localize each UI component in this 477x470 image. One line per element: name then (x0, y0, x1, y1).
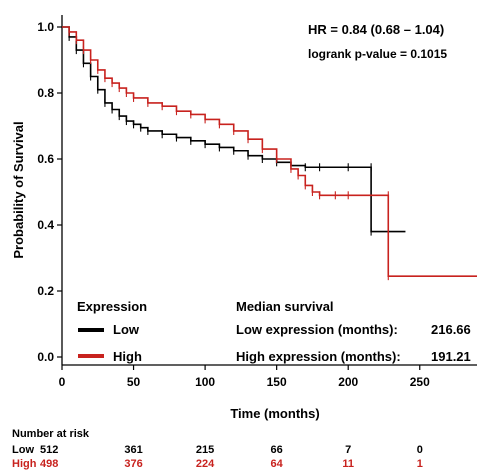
x-tick-label: 100 (195, 375, 215, 389)
risk-value-low: 215 (196, 444, 214, 456)
risk-value-low: 361 (124, 444, 142, 456)
legend-title: Expression (77, 299, 147, 314)
median-high-value: 191.21 (431, 349, 471, 364)
y-tick-label: 1.0 (37, 20, 54, 34)
risk-value-low: 7 (345, 444, 351, 456)
risk-value-low: 0 (417, 444, 423, 456)
axes: 0.0 0.2 0.4 0.6 0.8 1.0 0 50 100 150 200 250 (37, 15, 477, 389)
logrank-annotation: logrank p-value = 0.1015 (308, 47, 447, 61)
risk-value-low: 512 (40, 444, 58, 456)
x-tick-label: 200 (338, 375, 358, 389)
x-tick-label: 0 (59, 375, 66, 389)
x-tick-label: 150 (267, 375, 287, 389)
median-low-label: Low expression (months): (236, 322, 398, 337)
legend-label-high: High (113, 349, 142, 364)
legend-label-low: Low (113, 322, 140, 337)
risk-table-title: Number at risk (12, 428, 90, 440)
risk-value-high: 11 (342, 458, 354, 470)
y-tick-label: 0.4 (37, 218, 54, 232)
y-tick-label: 0.6 (37, 152, 54, 166)
risk-value-high: 1 (417, 458, 423, 470)
y-tick-label: 0.8 (37, 86, 54, 100)
y-tick-label: 0.0 (37, 350, 54, 364)
y-tick-label: 0.2 (37, 284, 54, 298)
series-line-high (62, 26, 477, 277)
chart-labels: HR = 0.84 (0.68 – 1.04) logrank p-value … (11, 22, 471, 470)
y-axis-label: Probability of Survival (11, 121, 26, 258)
risk-row-label-high: High (12, 458, 37, 470)
survival-curves (62, 26, 477, 358)
x-tick-label: 50 (127, 375, 141, 389)
risk-value-high: 64 (271, 458, 284, 470)
risk-row-label-low: Low (12, 444, 34, 456)
x-axis-label: Time (months) (230, 406, 319, 421)
hr-annotation: HR = 0.84 (0.68 – 1.04) (308, 22, 444, 37)
risk-value-high: 376 (124, 458, 142, 470)
median-survival-title: Median survival (236, 299, 334, 314)
risk-value-low: 66 (271, 444, 283, 456)
risk-value-high: 224 (196, 458, 215, 470)
risk-value-high: 498 (40, 458, 58, 470)
x-tick-label: 250 (410, 375, 430, 389)
median-high-label: High expression (months): (236, 349, 401, 364)
median-low-value: 216.66 (431, 322, 471, 337)
